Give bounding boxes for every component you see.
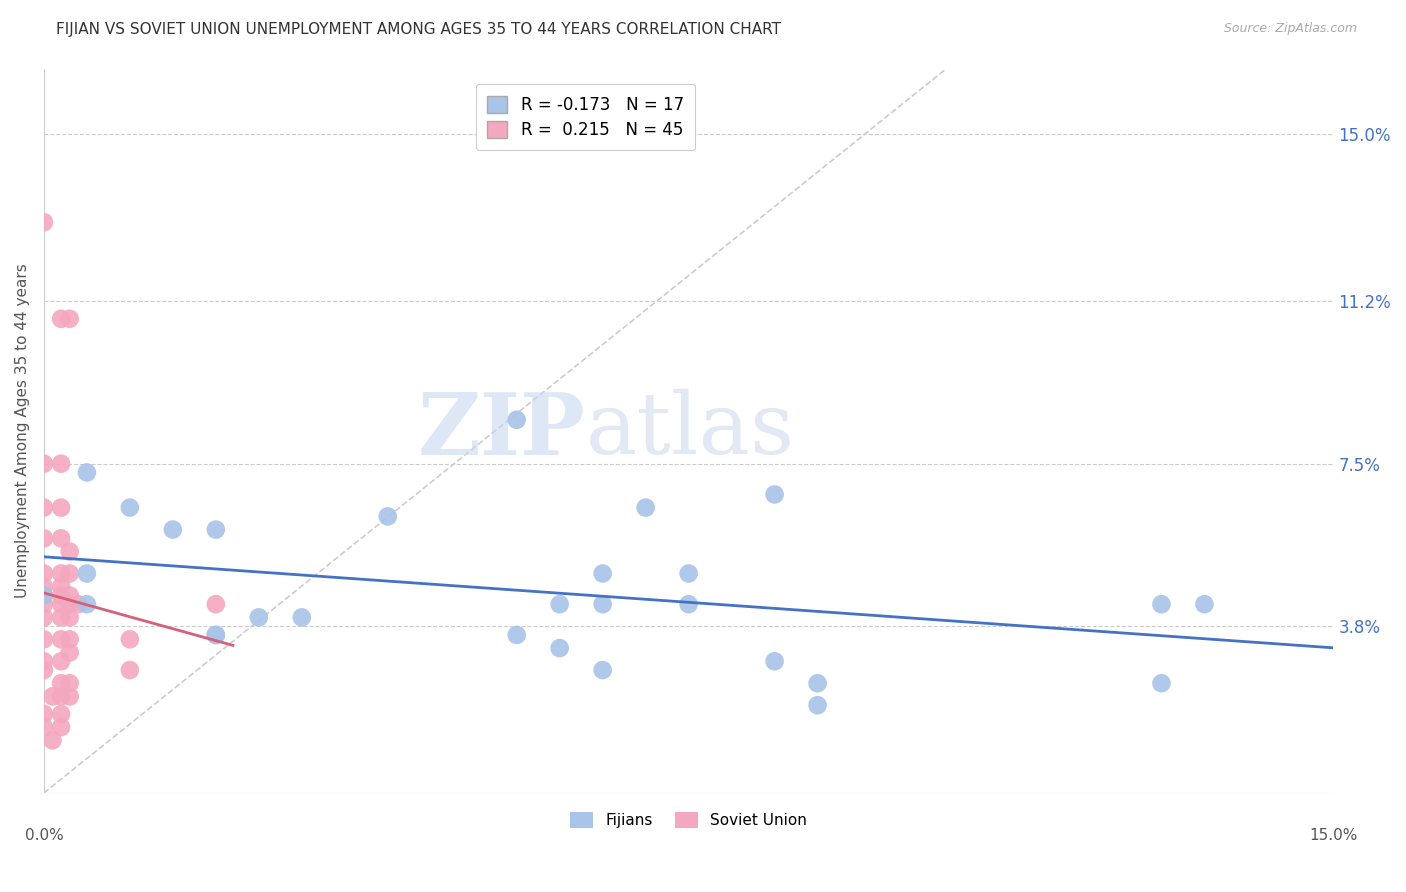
Point [59, 632, 82, 647]
Point [59, 597, 82, 611]
Point [59, 566, 82, 581]
Point [49, 566, 72, 581]
Point [49, 580, 72, 594]
Text: ZIP: ZIP [418, 389, 585, 473]
Point [118, 500, 141, 515]
Point [32, 215, 55, 229]
Point [32, 597, 55, 611]
Point [49, 311, 72, 326]
Point [32, 706, 55, 721]
Point [76, 566, 98, 581]
Point [1150, 676, 1173, 690]
Point [592, 566, 614, 581]
Point [548, 641, 571, 656]
Point [59, 544, 82, 558]
Point [548, 597, 571, 611]
Point [32, 566, 55, 581]
Point [49, 654, 72, 668]
Point [41, 690, 63, 704]
Point [59, 676, 82, 690]
Point [32, 663, 55, 677]
Point [76, 466, 98, 480]
Point [806, 698, 828, 713]
Point [49, 597, 72, 611]
Point [506, 628, 529, 642]
Point [205, 628, 228, 642]
Point [49, 532, 72, 546]
Point [32, 589, 55, 603]
Point [49, 589, 72, 603]
Point [32, 500, 55, 515]
Point [1150, 597, 1173, 611]
Point [678, 597, 700, 611]
Point [41, 733, 63, 747]
Point [1194, 597, 1216, 611]
Point [592, 597, 614, 611]
Point [49, 610, 72, 624]
Point [118, 663, 141, 677]
Point [49, 632, 72, 647]
Point [76, 597, 98, 611]
Point [32, 610, 55, 624]
Point [678, 566, 700, 581]
Point [763, 654, 786, 668]
Point [162, 523, 184, 537]
Point [59, 589, 82, 603]
Point [49, 720, 72, 734]
Point [806, 676, 828, 690]
Legend: Fijians, Soviet Union: Fijians, Soviet Union [562, 805, 815, 836]
Point [32, 589, 55, 603]
Text: 0.0%: 0.0% [24, 828, 63, 843]
Point [763, 487, 786, 501]
Point [49, 457, 72, 471]
Point [49, 706, 72, 721]
Point [592, 663, 614, 677]
Y-axis label: Unemployment Among Ages 35 to 44 years: Unemployment Among Ages 35 to 44 years [15, 263, 30, 599]
Point [59, 311, 82, 326]
Point [32, 654, 55, 668]
Point [32, 580, 55, 594]
Point [205, 523, 228, 537]
Point [32, 457, 55, 471]
Point [32, 632, 55, 647]
Point [59, 610, 82, 624]
Point [205, 628, 228, 642]
Text: 15.0%: 15.0% [1309, 828, 1358, 843]
Point [32, 720, 55, 734]
Point [49, 500, 72, 515]
Point [59, 690, 82, 704]
Point [291, 610, 314, 624]
Point [49, 690, 72, 704]
Point [247, 610, 270, 624]
Point [32, 532, 55, 546]
Point [634, 500, 657, 515]
Text: Source: ZipAtlas.com: Source: ZipAtlas.com [1223, 22, 1357, 36]
Point [67, 597, 90, 611]
Point [118, 632, 141, 647]
Point [205, 597, 228, 611]
Text: FIJIAN VS SOVIET UNION UNEMPLOYMENT AMONG AGES 35 TO 44 YEARS CORRELATION CHART: FIJIAN VS SOVIET UNION UNEMPLOYMENT AMON… [56, 22, 782, 37]
Point [49, 676, 72, 690]
Text: atlas: atlas [585, 389, 794, 473]
Point [506, 413, 529, 427]
Point [377, 509, 399, 524]
Point [59, 646, 82, 660]
